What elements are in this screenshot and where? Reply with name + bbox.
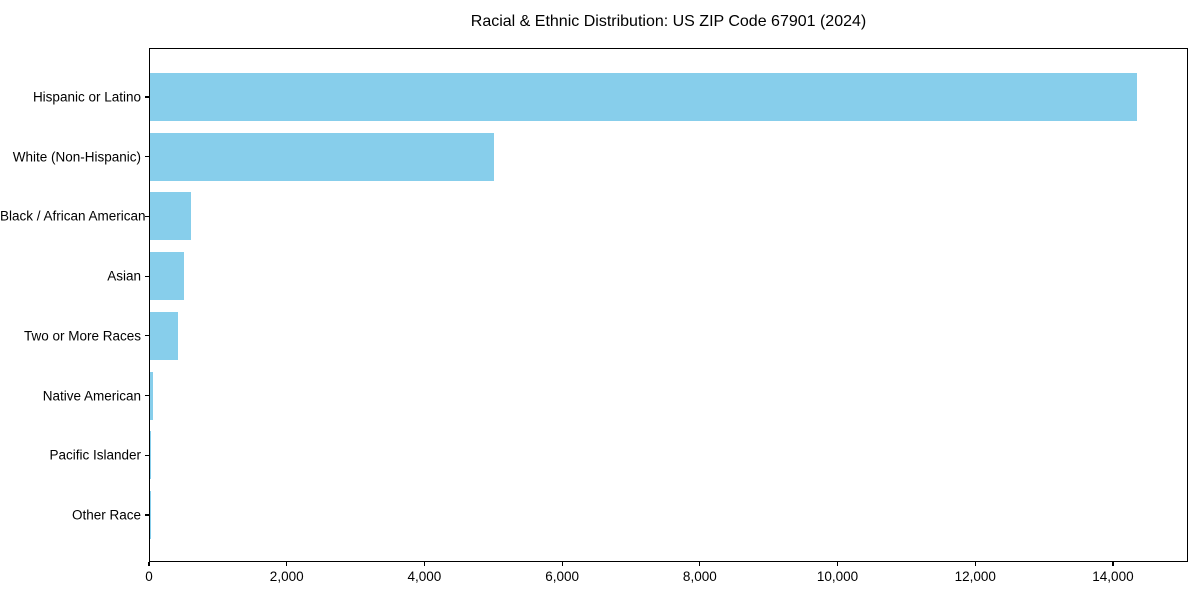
y-tick-label-asian: Asian [107, 268, 141, 284]
x-axis-tick-mark [561, 562, 563, 566]
x-tick-label-4-000: 4,000 [407, 569, 442, 584]
x-tick-label-10-000: 10,000 [816, 569, 859, 584]
bar-white-non-hispanic [150, 132, 495, 181]
bar-pacific-islander [150, 431, 151, 480]
y-tick-label-white-non-hispanic: White (Non-Hispanic) [12, 148, 141, 164]
x-tick-label-2-000: 2,000 [269, 569, 304, 584]
y-axis-tick-mark [145, 275, 149, 277]
bar-hispanic-or-latino [150, 73, 1138, 121]
bar-asian [150, 252, 185, 301]
chart-title: Racial & Ethnic Distribution: US ZIP Cod… [470, 13, 867, 30]
y-tick-label-pacific-islander: Pacific Islander [49, 447, 141, 463]
x-tick-label-6-000: 6,000 [545, 569, 580, 584]
y-axis-tick-mark [145, 454, 149, 456]
x-tick-label-8-000: 8,000 [682, 569, 717, 584]
x-tick-label-0: 0 [145, 569, 153, 584]
bar-black-african-american [150, 192, 192, 241]
y-axis-tick-mark [145, 514, 149, 516]
x-axis-tick-mark [836, 562, 839, 566]
y-tick-label-two-or-more-races: Two or More Races [23, 328, 141, 344]
y-axis-tick-mark [145, 335, 149, 337]
x-tick-label-14-000: 14,000 [1092, 569, 1134, 584]
x-axis-tick-mark [1112, 562, 1114, 566]
x-axis-tick-mark [423, 562, 425, 566]
y-tick-label-black-african-american: Black / African American [0, 208, 146, 224]
y-axis-tick-mark [145, 394, 149, 397]
y-tick-label-hispanic-or-latino: Hispanic or Latino [32, 89, 141, 105]
y-axis-tick-mark [145, 96, 149, 98]
plot-area [149, 48, 1188, 562]
y-tick-label-native-american: Native American [42, 387, 141, 403]
y-axis-tick-mark [145, 156, 149, 158]
x-axis-tick-mark [974, 562, 976, 566]
bar-native-american [150, 371, 154, 420]
y-tick-label-other-race: Other Race [71, 507, 141, 523]
x-axis-tick-mark [286, 562, 288, 566]
y-axis-tick-mark [145, 215, 149, 218]
x-axis-tick-mark [699, 562, 701, 566]
bar-two-or-more-races [150, 311, 179, 360]
x-tick-label-12-000: 12,000 [954, 569, 996, 584]
x-axis-tick-mark [148, 562, 150, 566]
